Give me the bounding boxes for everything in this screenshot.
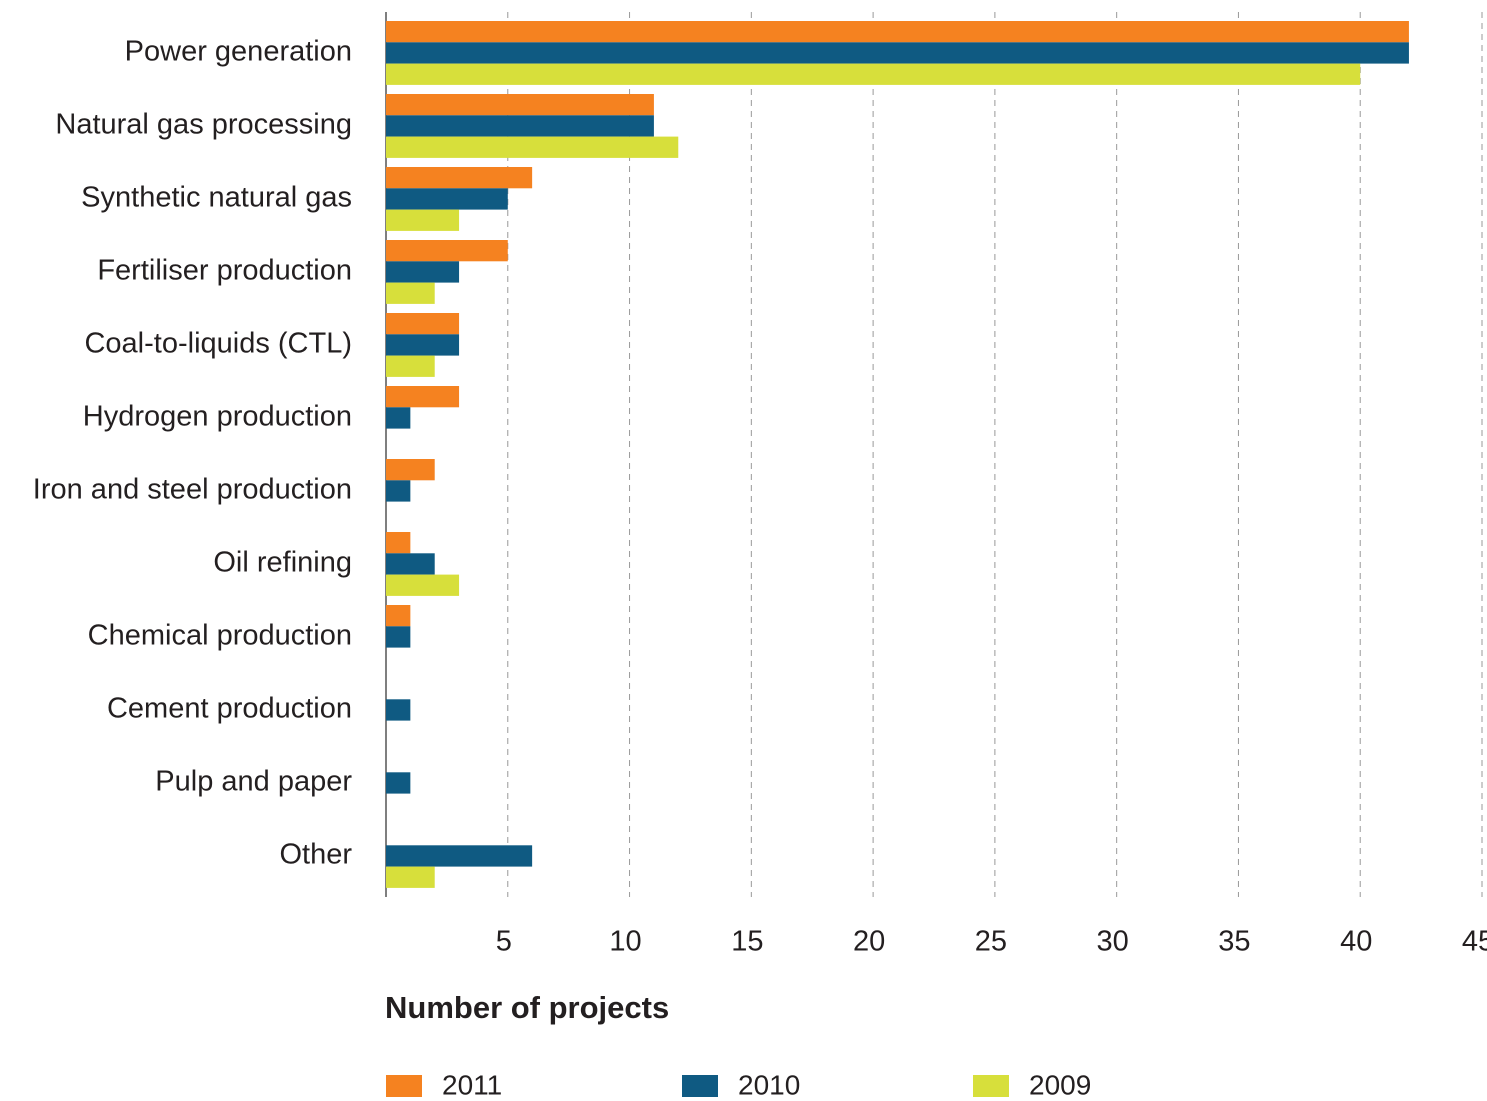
bar bbox=[386, 626, 411, 648]
y-tick-label: Chemical production bbox=[88, 620, 352, 652]
y-tick-label: Pulp and paper bbox=[155, 766, 352, 798]
y-tick-label: Coal-to-liquids (CTL) bbox=[84, 328, 352, 360]
bar bbox=[386, 574, 460, 596]
bar bbox=[386, 282, 435, 304]
bar bbox=[386, 334, 460, 356]
x-tick-label: 30 bbox=[1097, 926, 1129, 958]
bar bbox=[386, 63, 1361, 85]
bar bbox=[386, 772, 411, 794]
bar bbox=[386, 605, 411, 627]
legend-swatch bbox=[973, 1075, 1009, 1097]
y-tick-label: Power generation bbox=[125, 36, 352, 68]
y-tick-label: Oil refining bbox=[213, 547, 352, 579]
bar bbox=[386, 240, 508, 262]
y-tick-label: Iron and steel production bbox=[33, 474, 352, 506]
y-tick-label: Fertiliser production bbox=[97, 255, 352, 287]
x-tick-label: 35 bbox=[1218, 926, 1250, 958]
x-tick-label: 20 bbox=[853, 926, 885, 958]
bar bbox=[386, 313, 460, 335]
bar bbox=[386, 866, 435, 888]
bar bbox=[386, 699, 411, 721]
x-tick-label: 45 bbox=[1462, 926, 1487, 958]
bar bbox=[386, 386, 460, 408]
x-tick-label: 25 bbox=[975, 926, 1007, 958]
y-tick-label: Cement production bbox=[107, 693, 352, 725]
bar bbox=[386, 532, 411, 554]
x-axis-title: Number of projects bbox=[385, 990, 669, 1025]
bar bbox=[386, 21, 1409, 43]
legend-label: 2009 bbox=[1029, 1069, 1091, 1100]
bar bbox=[386, 407, 411, 429]
x-tick-label: 40 bbox=[1340, 926, 1372, 958]
bar bbox=[386, 136, 679, 158]
bar bbox=[386, 209, 460, 231]
bar bbox=[386, 167, 533, 189]
bar bbox=[386, 459, 435, 481]
legend-label: 2010 bbox=[738, 1069, 800, 1100]
bar bbox=[386, 188, 508, 210]
x-tick-label: 10 bbox=[609, 926, 641, 958]
bar bbox=[386, 115, 654, 137]
bar bbox=[386, 355, 435, 377]
legend-label: 2011 bbox=[442, 1069, 502, 1100]
y-tick-label: Synthetic natural gas bbox=[81, 182, 352, 214]
legend-swatch bbox=[386, 1075, 422, 1097]
bar bbox=[386, 845, 533, 867]
y-tick-label: Hydrogen production bbox=[83, 401, 352, 433]
bar bbox=[386, 261, 460, 283]
bar bbox=[386, 553, 435, 575]
x-tick-label: 15 bbox=[731, 926, 763, 958]
x-tick-label: 5 bbox=[496, 926, 512, 958]
y-tick-label: Natural gas processing bbox=[55, 109, 352, 141]
bar bbox=[386, 480, 411, 502]
bar bbox=[386, 42, 1409, 64]
bar bbox=[386, 94, 654, 116]
y-tick-label: Other bbox=[279, 839, 352, 871]
legend-swatch bbox=[682, 1075, 718, 1097]
